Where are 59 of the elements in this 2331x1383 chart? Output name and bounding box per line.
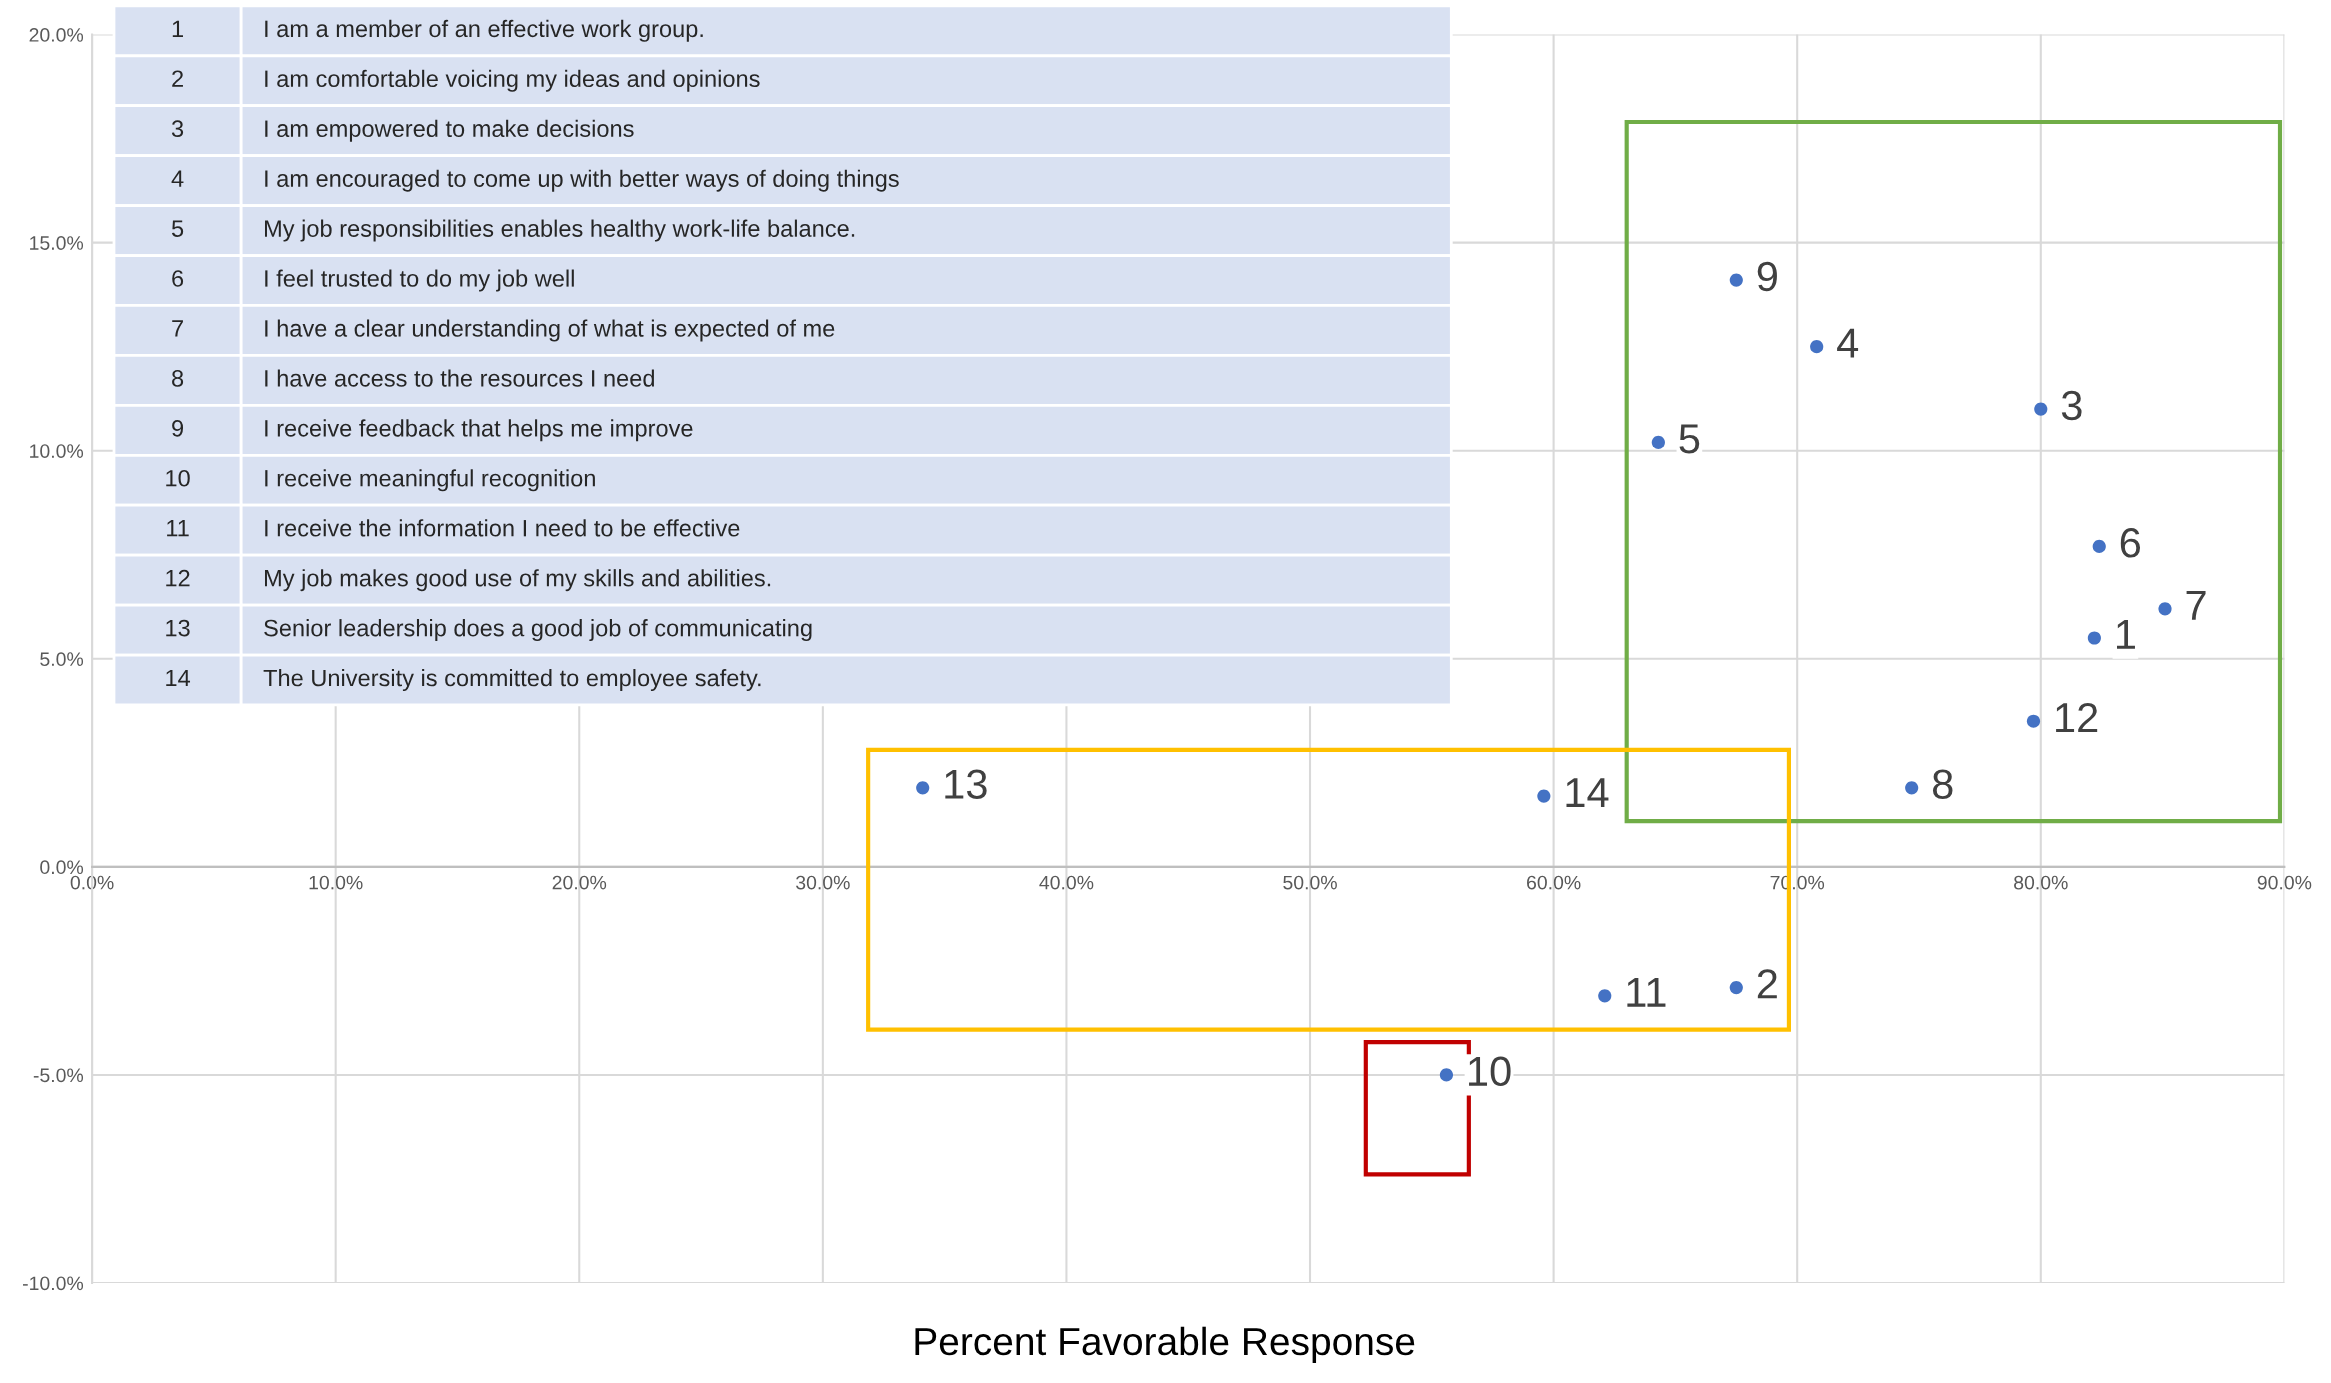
annotation: 6 [2120,528,2141,558]
x-tick-label: 30.0% [796,875,850,890]
y-tick-label: 10.0% [30,444,84,458]
point [1729,980,1743,995]
y-tick-label: 5.0% [40,652,84,667]
x-tick-label: 20.0% [552,875,607,890]
annotation: 2 [1757,969,1777,999]
y-tick-label: 15.0% [30,236,84,250]
annotation: 14 [1566,778,1609,807]
point [2087,631,2101,645]
y-tick-label: 20.0% [29,28,84,42]
y-tick-label: 0.0% [40,860,84,875]
x-tick-label: 0.0% [70,875,114,890]
text: 8 I have access to the resources I need [172,369,654,387]
text: 1 I am a member of an effective work group. [172,19,703,42]
x-tick-label: 60.0% [1527,875,1581,890]
text: 2 I am comfortable voicing my ideas and opinions [172,69,760,92]
y-tick-label: -5.0% [33,1068,84,1083]
text: 3 I am empowered to make decisions [171,119,634,142]
point [2034,402,2048,416]
text: 9 I receive feedback that helps me improve [172,419,693,442]
x-tick-label: 50.0% [1283,875,1337,890]
point [916,781,930,795]
annotation: 7 [2186,590,2206,620]
text: 5 My job responsibilities enables healthy work-life balance. [171,219,855,242]
point [1537,789,1551,803]
annotation: 5 [1679,424,1700,454]
point [1810,340,1824,354]
annotation: 1 [2117,620,2135,649]
text: 11 I receive the information I need to be effective [167,519,740,537]
point [1729,273,1743,287]
text: 12 My job makes good use of my skills and abilities. [166,569,771,592]
text: 7 I have a clear understanding of what is expected of me [172,319,835,342]
x-tick-label: 10.0% [309,875,363,890]
annotation: 13 [945,769,987,799]
annotation: 8 [1932,769,1953,799]
text: 6 I feel trusted to do my job well [172,269,574,292]
point [2092,539,2106,554]
annotation: 12 [2056,702,2098,732]
annotation: 11 [1627,977,1666,1007]
text: 4 I am encouraged to come up with better ways of doing things [171,169,899,192]
annotation: 4 [1837,328,1859,358]
annotation: 10 [1469,1056,1511,1087]
x-tick-label: 90.0% [2257,875,2312,890]
x-tick-label: 80.0% [2014,875,2068,890]
text: 10 I receive meaningful recognition [166,469,595,492]
annotation: 3 [2061,390,2082,421]
text: 13 Senior leadership does a good job of communicating [166,619,812,642]
point [2026,714,2041,728]
x-axis-title: Percent Favorable Response [915,1326,1415,1363]
annotation: 9 [1757,261,1777,292]
point [1905,781,1919,795]
point [1598,989,1612,1003]
text: 14 The University is committed to employee safety. [166,669,761,692]
point [1439,1068,1454,1082]
point [1651,435,1665,449]
x-tick-label: 40.0% [1039,875,1094,890]
point [2158,602,2172,616]
y-tick-label: -10.0% [23,1276,84,1291]
